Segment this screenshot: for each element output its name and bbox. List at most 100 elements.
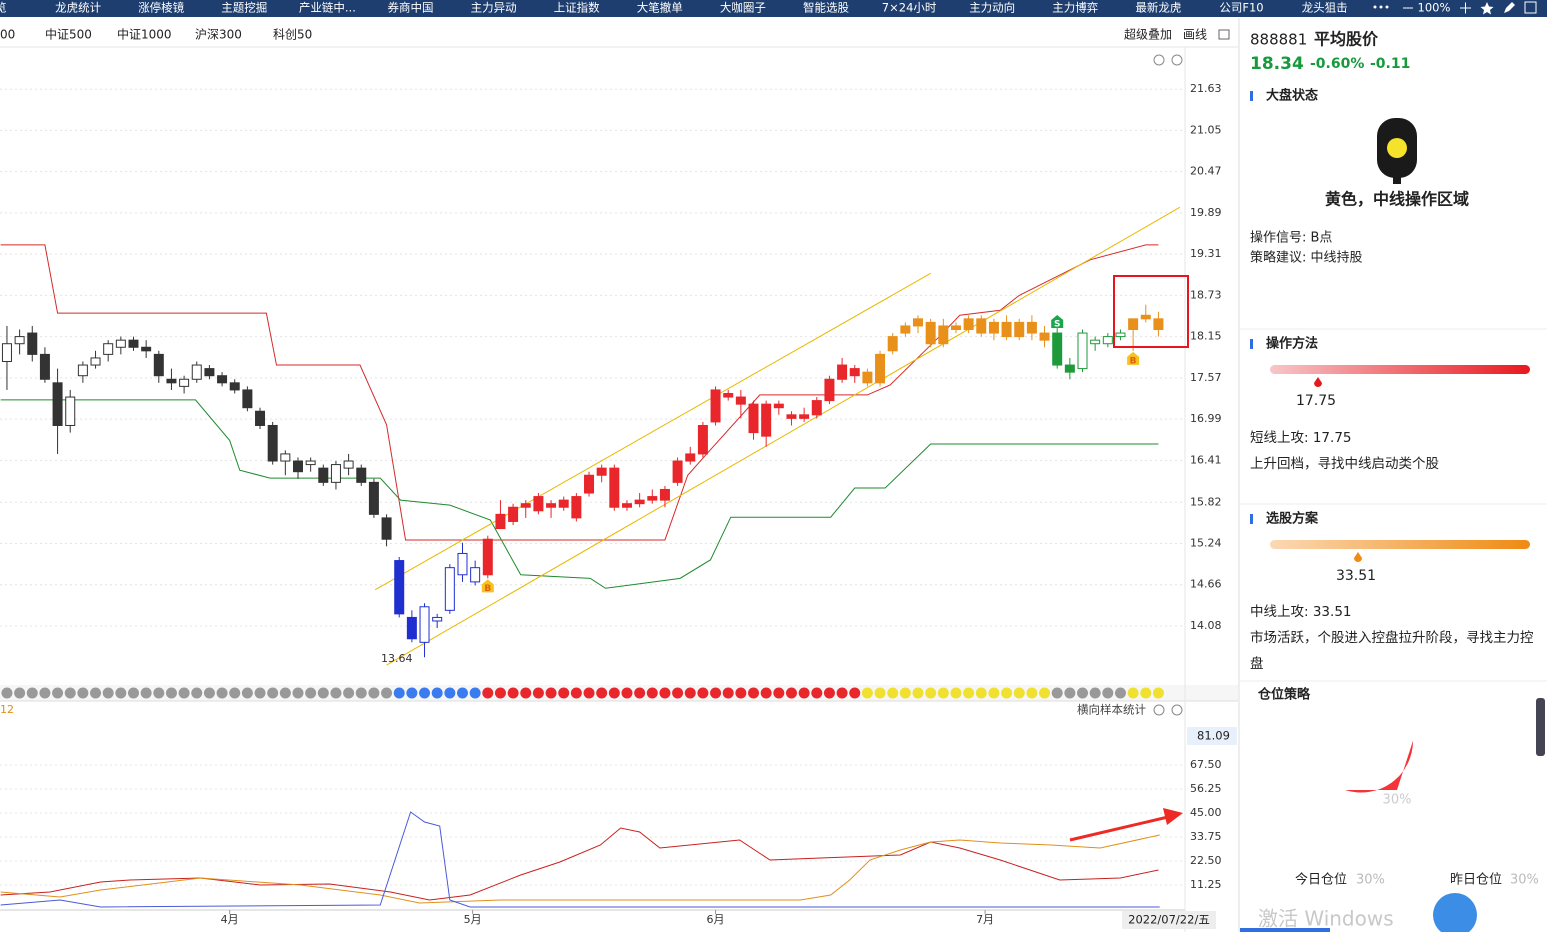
more-icon[interactable] — [1379, 5, 1383, 9]
nav-tab[interactable]: 主力动向 — [969, 1, 1015, 15]
price-chart: 21.63 21.05 20.47 19.89 19.31 18.73 18.15 17.57… — [0, 82, 1222, 699]
signal-dot — [861, 687, 873, 699]
signal-marker — [1051, 314, 1064, 328]
nav-tab[interactable]: 最新龙虎 — [1135, 1, 1181, 15]
highlight-box — [1113, 275, 1189, 348]
candle-body — [1102, 336, 1113, 345]
help-icon[interactable] — [1171, 704, 1183, 716]
index-tab[interactable]: 科创50 — [273, 28, 312, 42]
candle-body — [419, 606, 430, 643]
today-label: 今日仓位 — [1295, 872, 1347, 888]
nav-tab[interactable]: 大笔撤单 — [637, 1, 683, 15]
zoom-in[interactable] — [1460, 2, 1471, 14]
candle-body — [343, 460, 354, 469]
candle-body — [179, 378, 190, 387]
nav-tab[interactable]: 7×24小时 — [882, 1, 937, 15]
gauge-value: 33.51 — [1336, 568, 1376, 584]
nav-tab[interactable]: 券商中国 — [388, 1, 434, 15]
y-tick-label: 15.82 — [1190, 495, 1222, 508]
candle-body — [723, 392, 734, 398]
nav-bar — [0, 0, 1547, 17]
help-icon[interactable] — [1171, 54, 1183, 66]
nav-tab[interactable]: 主力博弈 — [1052, 1, 1098, 15]
candle-body — [267, 424, 278, 462]
favorite-icon[interactable] — [1480, 2, 1494, 15]
candle-body — [217, 375, 228, 384]
nav-tab[interactable]: 龙虎统计 — [55, 1, 101, 15]
candle-body — [90, 357, 101, 366]
float-button[interactable] — [1433, 893, 1477, 932]
candle-body — [672, 460, 683, 483]
nav-tab[interactable]: 总览 — [0, 1, 7, 15]
nav-tab[interactable]: 公司F10 — [1219, 1, 1263, 15]
signal-dot — [1, 687, 13, 699]
signal-dot — [241, 687, 253, 699]
y-tick-label: 14.08 — [1190, 619, 1222, 632]
y-tick-label: 19.89 — [1190, 206, 1222, 219]
candle-body — [925, 321, 936, 345]
candle-body — [1140, 314, 1151, 320]
selection-note: 市场活跃，个股进入控盘拉升阶段，寻找主力控盘 — [1250, 630, 1534, 672]
selection-note-box: 市场活跃，个股进入控盘拉升阶段，寻找主力控盘 — [1250, 630, 1534, 672]
candle-body — [103, 343, 114, 355]
more-icon[interactable] — [1373, 5, 1377, 9]
signal-dot — [811, 687, 823, 699]
signal-dot — [570, 687, 582, 699]
signal-dot — [368, 687, 380, 699]
more-icon[interactable] — [1385, 5, 1389, 9]
settings-icon[interactable] — [1153, 704, 1165, 716]
nav-tab[interactable]: 上证指数 — [554, 1, 600, 15]
signal-dot — [52, 687, 64, 699]
signal-dot — [1026, 687, 1038, 699]
signal-dot — [963, 687, 975, 699]
signal-dot — [1039, 687, 1051, 699]
index-tab[interactable]: 中证500 — [45, 27, 92, 42]
current-value-box — [1187, 727, 1237, 746]
signal-dot — [444, 687, 456, 699]
candle-body — [191, 364, 202, 380]
index-tab[interactable]: 中证1000 — [117, 27, 172, 42]
y-tick-label: 16.99 — [1190, 412, 1222, 425]
signal-dot — [659, 687, 671, 699]
window-icon[interactable] — [1524, 1, 1537, 14]
nav-tab[interactable]: 主题挖掘 — [221, 1, 267, 15]
candle-body — [432, 616, 443, 622]
draw-button[interactable]: 画线 — [1183, 28, 1207, 42]
candle-body — [508, 506, 519, 522]
nav-tab[interactable]: 涨停棱镜 — [138, 1, 184, 15]
candle-body — [659, 488, 670, 501]
signal-dot — [1001, 687, 1013, 699]
gauge-pointer — [1314, 377, 1322, 387]
signal-dot — [431, 687, 443, 699]
scroll-handle[interactable] — [1536, 698, 1545, 756]
signal-dot — [419, 687, 431, 699]
advice-text: 策略建议: 中线持股 — [1250, 250, 1363, 266]
nav-tab[interactable]: 智能选股 — [803, 1, 849, 15]
overlay-button[interactable]: 超级叠加 — [1124, 27, 1172, 42]
index-tab[interactable]: 沪深300 — [195, 28, 242, 42]
settings-icon[interactable] — [1153, 54, 1165, 66]
gauge-bar — [1270, 540, 1530, 549]
candle-body — [255, 410, 266, 426]
edit-icon[interactable] — [1504, 2, 1515, 13]
candle-body — [647, 496, 658, 501]
y-tick-label: 67.50 — [1190, 758, 1222, 771]
signal-dot — [874, 687, 886, 699]
y-tick-label: 22.50 — [1190, 854, 1222, 867]
signal-dot — [203, 687, 215, 699]
y-tick-label: 16.41 — [1190, 453, 1222, 466]
signal-dot — [1077, 687, 1089, 699]
nav-tab[interactable]: 龙头狙击 — [1302, 1, 1348, 15]
nav-tab[interactable]: 主力异动 — [471, 1, 517, 15]
nav-tab[interactable]: 大咖圈子 — [720, 1, 766, 15]
layout-icon[interactable] — [1218, 29, 1230, 40]
signal-dot — [520, 687, 532, 699]
nav-tab[interactable]: 产业链中... — [299, 1, 356, 15]
candle-body — [609, 467, 620, 508]
index-tab[interactable]: 00 — [0, 28, 15, 42]
light-icon — [1387, 138, 1407, 158]
pie-sector — [1345, 740, 1414, 793]
y-tick-label: 15.24 — [1190, 536, 1222, 549]
